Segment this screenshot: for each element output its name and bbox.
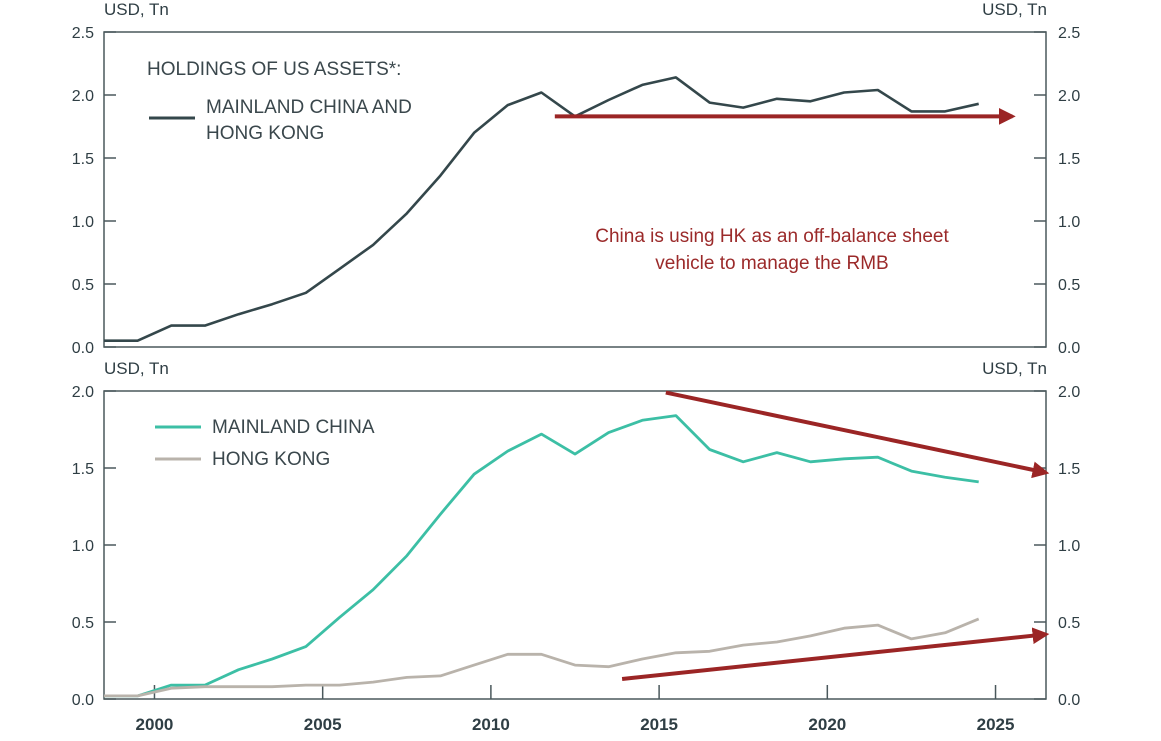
xtick-label: 2010 [472,715,510,734]
series-line-hong-kong [104,617,980,698]
legend-label-mainland: MAINLAND CHINA [212,417,375,438]
bottom-ytick-label-right: 2.0 [1058,384,1080,401]
bottom-ytick-label-right: 1.0 [1058,538,1080,555]
series-line-mainland-china-and-hong-kong [104,76,979,343]
annotation-line1: China is using HK as an off-balance shee… [595,226,949,247]
top-ytick-label-right: 1.5 [1058,151,1080,168]
bottom-unit-left: USD, Tn [104,359,169,378]
top-ytick-label-right: 2.0 [1058,88,1080,105]
xtick-label: 2020 [808,715,846,734]
top-unit-right: USD, Tn [982,0,1047,19]
bottom-ytick-label-left: 1.0 [72,538,94,555]
bottom-trend-arrow-0 [665,390,1050,479]
top-ytick-label-left: 2.5 [72,25,94,42]
top-ytick-label-left: 2.0 [72,88,94,105]
bottom-ytick-label-right: 1.5 [1058,461,1080,478]
legend-label-total-line2: HONG KONG [206,123,324,144]
xtick-label: 2005 [304,715,342,734]
legend-label-hongkong: HONG KONG [212,449,330,470]
top-unit-left: USD, Tn [104,0,169,19]
xtick-label: 2015 [640,715,678,734]
xtick-label: 2025 [977,715,1015,734]
top-ytick-label-right: 2.5 [1058,25,1080,42]
top-ytick-label-right: 0.5 [1058,277,1080,294]
legend-label-total-line1: MAINLAND CHINA AND [206,97,412,118]
bottom-trend-arrow-1 [621,627,1050,681]
top-ytick-label-left: 1.5 [72,151,94,168]
top-ytick-label-left: 0.0 [72,340,94,357]
top-panel: 0.0 0.0 0.5 0.5 1.0 1.0 1.5 1.5 2.0 2.0 2.5 2.5 [72,25,1081,357]
top-ytick-label-right: 1.0 [1058,214,1080,231]
top-ytick-label-right: 0.0 [1058,340,1080,357]
top-frame [103,31,1047,348]
bottom-ytick-label-left: 0.5 [72,615,94,632]
bottom-ytick-label-left: 0.0 [72,692,94,709]
bottom-ytick-label-right: 0.0 [1058,692,1080,709]
series-line-mainland-china [104,414,979,698]
bottom-ytick-label-left: 2.0 [72,384,94,401]
bottom-panel: 0.0 0.0 0.5 0.5 1.0 1.0 1.5 1.5 2.0 2.0 2000 2005 20… [72,384,1081,734]
top-ytick-label-left: 1.0 [72,214,94,231]
bottom-unit-right: USD, Tn [982,359,1047,378]
xtick-label: 2000 [136,715,174,734]
bottom-ytick-label-left: 1.5 [72,461,94,478]
legend-title: HOLDINGS OF US ASSETS*: [147,59,401,80]
top-ytick-label-left: 0.5 [72,277,94,294]
bottom-ytick-label-right: 0.5 [1058,615,1080,632]
annotation-line2: vehicle to manage the RMB [655,253,888,274]
